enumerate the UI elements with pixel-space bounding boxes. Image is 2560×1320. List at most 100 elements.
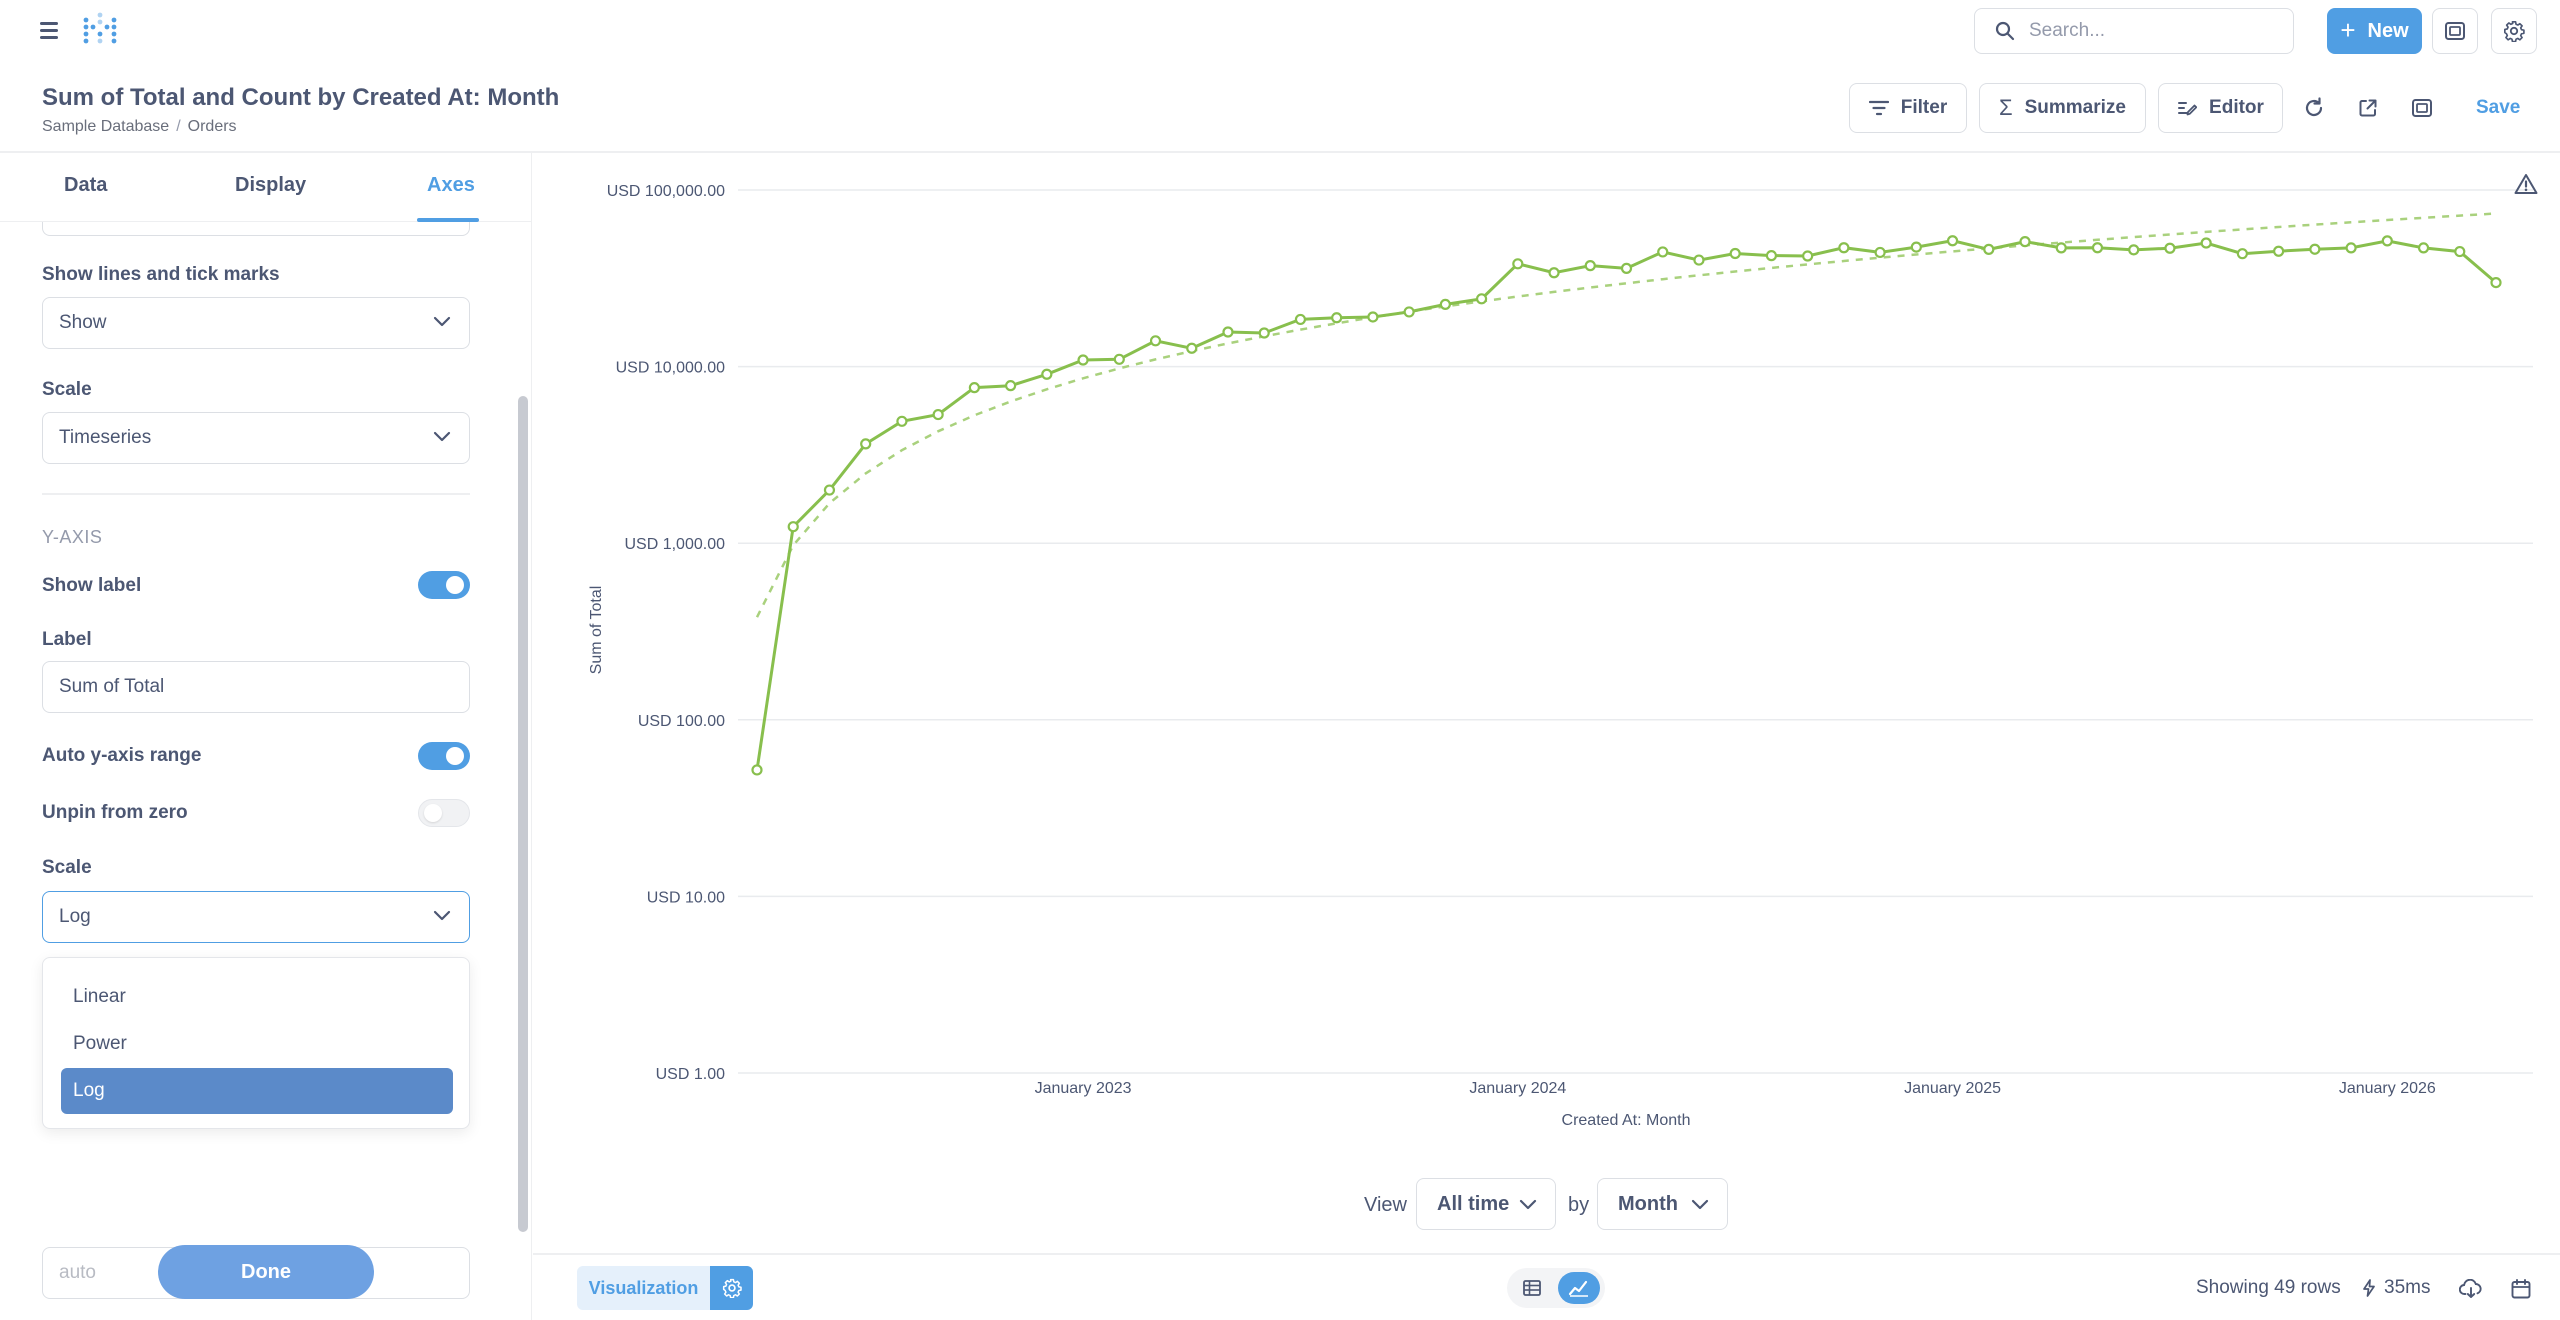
data-point[interactable]	[2236, 248, 2248, 260]
data-point[interactable]	[1367, 311, 1379, 323]
data-point[interactable]	[1802, 250, 1814, 262]
data-point[interactable]	[896, 415, 908, 427]
embed-question-button[interactable]	[2410, 96, 2434, 120]
data-point[interactable]	[1693, 254, 1705, 266]
data-point[interactable]	[1729, 247, 1741, 260]
trend-line	[755, 212, 2497, 618]
data-point[interactable]	[1149, 335, 1162, 347]
data-point[interactable]	[2345, 242, 2357, 254]
data-point[interactable]	[2381, 235, 2393, 247]
data-point[interactable]	[823, 484, 836, 496]
hamburger-menu-icon[interactable]	[40, 22, 62, 40]
tab-data[interactable]: Data	[64, 174, 108, 196]
data-point[interactable]	[1765, 250, 1778, 262]
data-point[interactable]	[1548, 267, 1560, 279]
done-button[interactable]: Done	[158, 1245, 374, 1299]
data-point[interactable]	[2200, 237, 2212, 249]
save-button[interactable]: Save	[2476, 97, 2521, 118]
visualization-settings-button[interactable]	[710, 1266, 753, 1310]
alert-button[interactable]	[2508, 1276, 2534, 1302]
x-scale-select[interactable]: Timeseries	[42, 412, 470, 464]
warning-icon[interactable]	[2514, 173, 2538, 200]
data-point[interactable]	[1874, 246, 1886, 259]
data-point[interactable]	[968, 382, 980, 394]
scale-option-power[interactable]: Power	[73, 1033, 127, 1054]
editor-button[interactable]: Editor	[2158, 83, 2283, 133]
data-point[interactable]	[860, 438, 872, 450]
data-point[interactable]	[1258, 327, 1270, 339]
y-scale-label: Scale	[42, 857, 92, 878]
scale-option-linear[interactable]: Linear	[73, 986, 126, 1007]
show-lines-label: Show lines and tick marks	[42, 264, 280, 285]
data-point[interactable]	[1403, 306, 1415, 318]
table-view-button[interactable]	[1517, 1276, 1547, 1300]
y-scale-select[interactable]: Log	[42, 891, 470, 943]
sidebar-scrollbar[interactable]	[518, 396, 528, 1232]
data-point[interactable]	[1584, 260, 1596, 272]
data-point[interactable]	[1657, 246, 1669, 258]
view-label: View	[1364, 1194, 1407, 1216]
breadcrumb: Sample Database / Orders	[42, 118, 237, 136]
data-point[interactable]	[1294, 313, 1307, 326]
label-input[interactable]: Sum of Total	[42, 661, 470, 713]
chart-view-button[interactable]	[1558, 1272, 1600, 1304]
data-point[interactable]	[1512, 258, 1524, 270]
data-point[interactable]	[2454, 245, 2466, 258]
data-point[interactable]	[2019, 236, 2031, 248]
show-label-toggle[interactable]	[418, 571, 470, 599]
summarize-button[interactable]: Σ Summarize	[1979, 83, 2146, 133]
data-point[interactable]	[1439, 298, 1451, 311]
show-lines-select[interactable]: Show	[42, 297, 470, 349]
x-tick-label: January 2024	[1469, 1080, 1566, 1097]
breadcrumb-table[interactable]: Orders	[187, 118, 237, 135]
breadcrumb-database[interactable]: Sample Database	[42, 118, 170, 135]
data-point[interactable]	[1910, 241, 1922, 253]
embed-button[interactable]	[2432, 8, 2478, 54]
data-point[interactable]	[932, 408, 944, 421]
data-point[interactable]	[2055, 242, 2067, 254]
tab-axes[interactable]: Axes	[427, 174, 475, 196]
settings-button[interactable]	[2491, 8, 2537, 54]
data-point[interactable]	[1475, 293, 1488, 305]
data-point[interactable]	[1041, 368, 1053, 380]
embed-icon	[2445, 22, 2465, 40]
search-input[interactable]: Search...	[1974, 8, 2294, 54]
download-button[interactable]	[2458, 1276, 2484, 1302]
partially-hidden-field[interactable]	[42, 222, 470, 236]
data-point[interactable]	[1077, 354, 1089, 366]
tab-display[interactable]: Display	[235, 174, 307, 196]
data-point[interactable]	[1946, 235, 1959, 247]
data-point[interactable]	[2128, 244, 2140, 256]
data-point[interactable]	[2091, 242, 2104, 254]
new-button[interactable]: + New	[2327, 8, 2422, 54]
chevron-down-icon	[433, 431, 451, 442]
data-point[interactable]	[2490, 276, 2502, 289]
data-point[interactable]	[1620, 262, 1633, 274]
y-tick-label: USD 1.00	[656, 1066, 725, 1083]
data-point[interactable]	[1113, 353, 1125, 365]
data-point[interactable]	[1186, 342, 1198, 354]
data-point[interactable]	[2417, 242, 2430, 254]
data-point[interactable]	[1331, 312, 1343, 324]
data-point[interactable]	[1222, 326, 1234, 338]
time-range-select[interactable]: All time	[1416, 1178, 1556, 1230]
data-point[interactable]	[1005, 380, 1017, 392]
breadcrumb-separator: /	[176, 118, 181, 135]
data-point[interactable]	[787, 521, 799, 533]
share-button[interactable]	[2356, 96, 2380, 120]
data-point[interactable]	[2309, 243, 2321, 255]
data-point[interactable]	[1838, 242, 1850, 254]
metabase-logo-icon[interactable]	[80, 12, 120, 52]
data-point[interactable]	[751, 764, 763, 776]
data-point[interactable]	[1983, 243, 1995, 255]
question-title[interactable]: Sum of Total and Count by Created At: Mo…	[42, 84, 560, 111]
auto-range-toggle[interactable]	[418, 742, 470, 770]
data-point[interactable]	[2164, 242, 2176, 254]
refresh-button[interactable]	[2302, 96, 2326, 120]
filter-button[interactable]: Filter	[1849, 83, 1967, 133]
visualization-button[interactable]: Visualization	[577, 1266, 710, 1310]
scale-option-log[interactable]: Log	[61, 1068, 453, 1114]
time-unit-select[interactable]: Month	[1597, 1178, 1728, 1230]
data-point[interactable]	[2273, 245, 2285, 257]
unpin-toggle[interactable]	[418, 799, 470, 827]
